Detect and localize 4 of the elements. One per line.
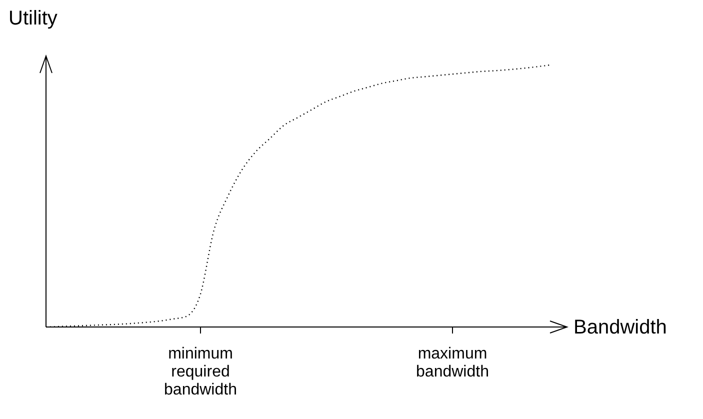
y-axis-title: Utility — [8, 8, 58, 30]
x-tick-label: maximum bandwidth — [416, 346, 489, 380]
x-axis-title: Bandwidth — [574, 316, 667, 338]
x-tick-label: minimum required bandwidth — [164, 346, 237, 398]
